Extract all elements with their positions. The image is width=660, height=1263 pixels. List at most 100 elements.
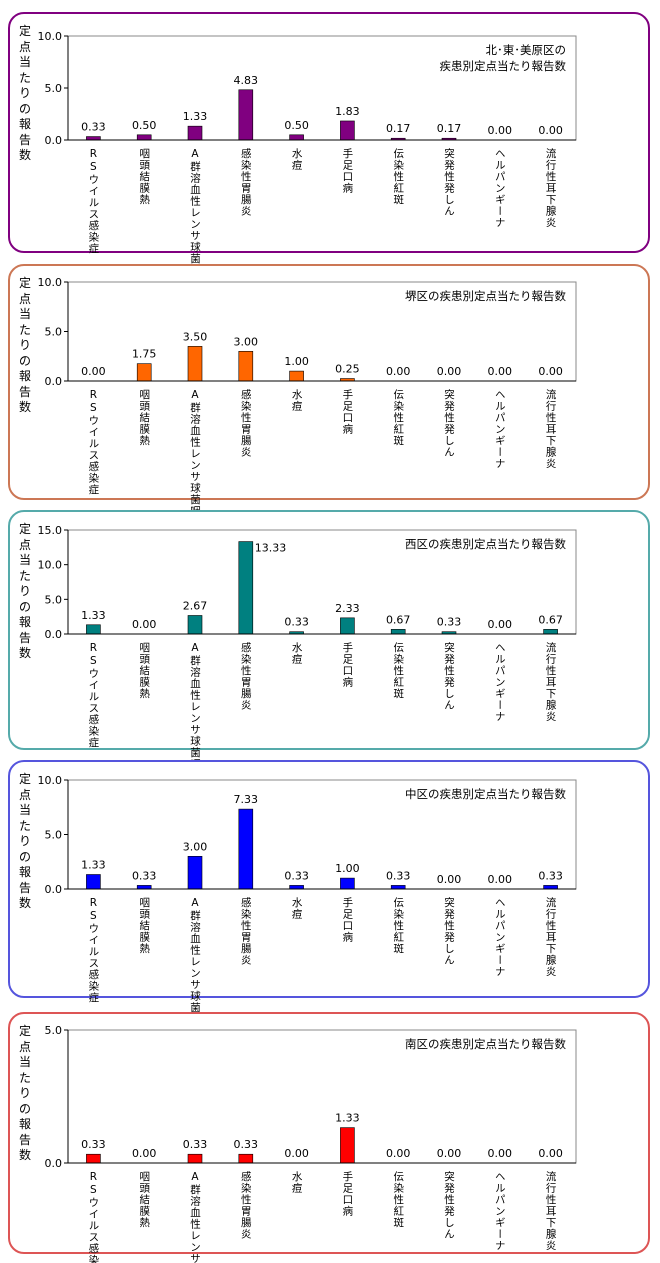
y-tick-label: 10.0 <box>38 276 63 289</box>
bar <box>136 134 152 141</box>
x-tick-label: 突発性発しん <box>443 147 455 217</box>
value-label: 0.17 <box>386 122 411 135</box>
value-label: 0.00 <box>132 1147 157 1160</box>
x-tick-label: 感染性胃腸炎 <box>240 641 252 711</box>
value-label: 0.00 <box>488 1147 513 1160</box>
y-tick-label: 5.0 <box>45 829 63 842</box>
chart-panel: 定点当たりの報告数 北･東･美原区の疾患別定点当たり報告数 0.0 5.0 10.0 0.… <box>8 12 650 299</box>
value-label: 1.83 <box>335 105 360 118</box>
value-label: 1.33 <box>183 110 208 123</box>
value-label: 0.33 <box>386 869 411 882</box>
y-axis-label: 定点当たりの報告数 <box>18 772 31 910</box>
bar <box>187 1153 203 1164</box>
bar <box>86 624 101 635</box>
bar <box>340 617 355 635</box>
y-tick-label: 10.0 <box>38 559 63 572</box>
y-tick-label: 10.0 <box>38 774 63 787</box>
value-label: 0.00 <box>538 365 563 378</box>
bar <box>187 346 203 382</box>
value-label: 0.67 <box>386 613 411 626</box>
bar <box>238 808 254 890</box>
x-tick-label: 咽頭結膜熱 <box>138 148 150 206</box>
x-tick-label: RSウイルス感染症 <box>87 148 99 255</box>
x-tick-label: 感染性胃腸炎 <box>240 1170 252 1240</box>
x-tick-label: ヘルパンギーナ <box>494 389 506 470</box>
x-tick-label: A群溶血性レンサ球菌咽頭炎 <box>189 1171 201 1263</box>
value-label: 0.33 <box>81 1138 106 1151</box>
value-label: 2.33 <box>335 602 360 615</box>
value-label: 0.25 <box>335 363 360 376</box>
x-tick-label: 手足口病 <box>341 1170 353 1217</box>
bar <box>289 370 304 382</box>
value-label: 0.00 <box>488 618 513 631</box>
bar <box>136 363 152 382</box>
value-label: 1.75 <box>132 348 157 361</box>
y-tick-label: 5.0 <box>45 593 63 606</box>
chart-title: 北･東･美原区の疾患別定点当たり報告数 <box>440 43 567 73</box>
value-label: 0.00 <box>386 365 411 378</box>
x-tick-label: ヘルパンギーナ <box>494 897 506 978</box>
x-tick-label: 咽頭結膜熱 <box>138 1171 150 1229</box>
value-label: 0.00 <box>538 1147 563 1160</box>
x-tick-label: 伝染性紅斑 <box>392 389 404 447</box>
x-tick-label: 伝染性紅斑 <box>392 148 404 206</box>
x-tick-label: 手足口病 <box>341 641 353 688</box>
value-label: 4.83 <box>234 74 259 87</box>
value-label: 0.00 <box>81 365 106 378</box>
bar <box>238 351 254 382</box>
bar-chart: 南区の疾患別定点当たり報告数 0.0 5.0 0.33 0.00 0.33 0.33 0.00… <box>45 1024 577 1263</box>
x-tick-label: 突発性発しん <box>443 896 455 966</box>
value-label: 0.33 <box>132 869 157 882</box>
y-tick-label: 5.0 <box>45 82 63 95</box>
x-tick-label: 流行性耳下腺炎 <box>545 388 557 469</box>
x-tick-label: 手足口病 <box>341 388 353 435</box>
value-label: 0.00 <box>386 1147 411 1160</box>
bar <box>543 629 558 635</box>
value-label: 1.33 <box>81 859 106 872</box>
bar <box>340 1127 355 1164</box>
x-tick-label: A群溶血性レンサ球菌咽頭炎 <box>189 148 201 299</box>
value-label: 0.00 <box>488 365 513 378</box>
value-label: 0.67 <box>538 613 563 626</box>
x-tick-label: 咽頭結膜熱 <box>138 389 150 447</box>
bar <box>340 120 355 141</box>
x-tick-label: 感染性胃腸炎 <box>240 896 252 966</box>
x-tick-label: 水痘 <box>291 148 303 171</box>
value-label: 0.00 <box>132 618 157 631</box>
y-tick-label: 0.0 <box>45 628 63 641</box>
value-label: 0.50 <box>132 119 157 132</box>
x-tick-label: RSウイルス感染症 <box>87 1171 99 1263</box>
y-tick-label: 15.0 <box>38 524 63 537</box>
value-label: 13.33 <box>255 542 286 555</box>
bar <box>238 89 254 141</box>
x-tick-label: 咽頭結膜熱 <box>138 897 150 955</box>
bar <box>86 1153 101 1164</box>
chart-panel: 定点当たりの報告数 堺区の疾患別定点当たり報告数 0.0 5.0 10.0 0.00 1.7… <box>8 264 650 540</box>
chart-title: 南区の疾患別定点当たり報告数 <box>405 1037 566 1051</box>
value-label: 0.00 <box>488 873 513 886</box>
y-tick-label: 0.0 <box>45 1157 63 1170</box>
plot-area <box>67 529 577 635</box>
x-tick-label: 水痘 <box>291 897 303 920</box>
value-label: 0.00 <box>437 873 462 886</box>
x-tick-label: 伝染性紅斑 <box>392 1171 404 1229</box>
bar <box>187 125 203 141</box>
y-tick-label: 0.0 <box>45 134 63 147</box>
x-tick-label: 流行性耳下腺炎 <box>545 896 557 977</box>
bar <box>86 136 101 141</box>
value-label: 0.33 <box>538 869 563 882</box>
x-tick-label: 水痘 <box>291 389 303 412</box>
y-tick-label: 5.0 <box>45 1024 63 1037</box>
x-tick-label: 咽頭結膜熱 <box>138 642 150 700</box>
value-label: 0.00 <box>284 1147 309 1160</box>
x-tick-label: 流行性耳下腺炎 <box>545 641 557 722</box>
x-tick-label: RSウイルス感染症 <box>87 389 99 496</box>
chart-title: 中区の疾患別定点当たり報告数 <box>405 787 566 801</box>
x-tick-label: RSウイルス感染症 <box>87 897 99 1004</box>
value-label: 1.33 <box>81 609 106 622</box>
value-label: 1.00 <box>284 355 309 368</box>
x-tick-label: ヘルパンギーナ <box>494 1171 506 1252</box>
x-tick-label: 突発性発しん <box>443 1170 455 1240</box>
x-tick-label: A群溶血性レンサ球菌咽頭炎 <box>189 389 201 540</box>
value-label: 3.00 <box>183 840 208 853</box>
